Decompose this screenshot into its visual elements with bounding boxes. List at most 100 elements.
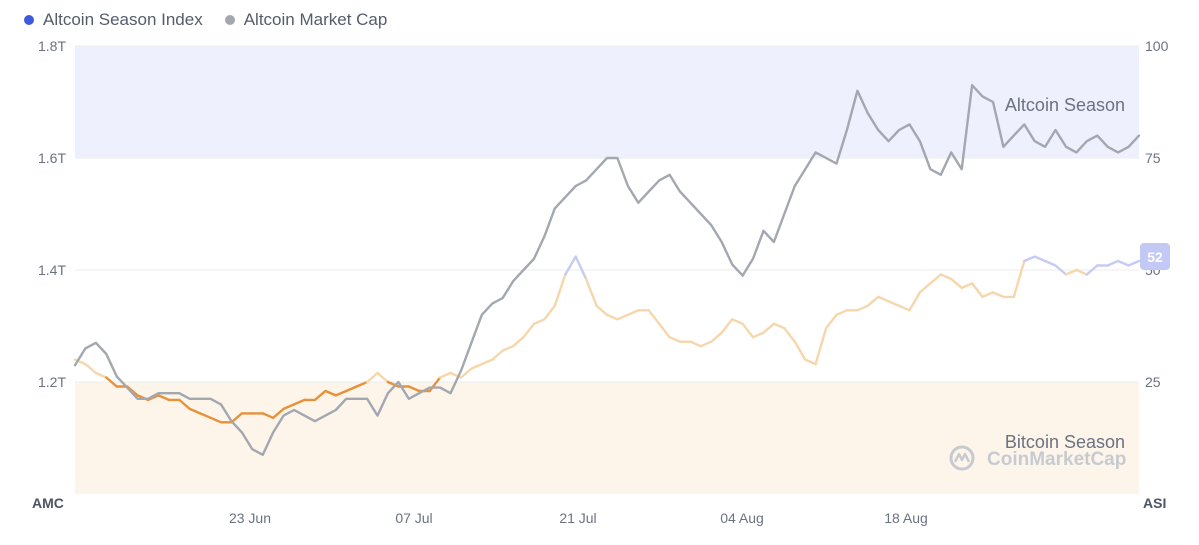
x-tick-label: 04 Aug [720,510,764,526]
asi-line-segment [960,282,974,290]
asi-line-segment [762,322,776,334]
asi-line-segment [991,291,1005,299]
legend-item-altcoin-market-cap[interactable]: Altcoin Market Cap [224,10,387,30]
asi-line-segment [282,403,296,411]
current-value-badge-text: 52 [1147,249,1163,265]
asi-line-segment [574,255,588,281]
legend-label: Altcoin Season Index [43,10,203,29]
asi-line-segment [345,385,358,393]
asi-line-segment [543,304,556,321]
asi-line-segment [272,407,285,419]
x-tick-label: 18 Aug [884,510,928,526]
asi-line-segment [731,318,744,325]
asi-line-segment [522,322,536,339]
amc-series-line [73,84,1141,456]
asi-line-segment [584,277,598,307]
zone-band-0 [75,46,1139,158]
asi-line-segment [918,282,932,294]
y-right-tick-label: 75 [1145,150,1161,166]
legend-item-altcoin-season-index[interactable]: Altcoin Season Index [24,10,203,30]
y-left-tick-label: 1.2T [38,374,66,390]
asi-line-segment [324,389,337,397]
asi-line-segment [1106,259,1120,267]
y-left-tick-label: 1.4T [38,262,66,278]
legend-dot-icon [224,15,235,25]
asi-line-segment [376,371,390,384]
x-axis: 23 Jun 07 Jul 21 Jul 04 Aug 18 Aug [229,510,928,526]
asi-line-segment [84,362,98,375]
asi-line-segment [365,371,379,384]
asi-line-segment [1023,255,1036,263]
asi-line-segment [209,416,223,424]
zone-label-altcoin-season: Altcoin Season [1005,95,1125,115]
asi-line-segment [814,327,828,366]
asi-line-segment [824,313,838,330]
asi-line-segment [616,313,630,321]
asi-line-segment [1085,264,1099,276]
asi-line-segment [313,389,327,402]
asi-line-segment [334,389,348,397]
asi-line-segment [1116,259,1130,267]
y-axis-left-title: AMC [32,495,64,511]
asi-line-segment [981,291,995,299]
asi-line-segment [105,376,118,388]
asi-line-segment [480,358,494,366]
asi-line-segment [710,331,723,343]
x-tick-label: 07 Jul [395,510,432,526]
asi-line-segment [751,331,765,339]
asi-line-segment [188,407,202,415]
asi-line-segment [292,398,306,406]
asi-line-segment [1033,255,1047,263]
x-tick-label: 21 Jul [559,510,596,526]
asi-line-segment [793,340,807,361]
asi-line-segment [699,340,713,348]
asi-line-segment [511,336,525,348]
asi-line-segment [261,412,275,419]
asi-line-segment [877,295,890,303]
asi-line-segment [595,304,609,316]
asi-line-segment [626,309,640,316]
asi-line-segment [887,300,901,307]
y-axis-left: 1.2T 1.4T 1.6T 1.8T [38,38,66,390]
asi-line-segment [407,385,421,393]
current-value-badge: 52 [1140,243,1170,270]
asi-line-segment [355,380,369,388]
asi-line-segment [459,367,473,379]
chart-legend: Altcoin Season Index Altcoin Market Cap [24,10,387,30]
asi-line-segment [939,273,953,281]
asi-line-segment [689,340,703,348]
asi-line-segment [804,358,817,366]
asi-line-segment [897,304,911,312]
asi-line-segment [668,336,682,343]
legend-dot-icon [24,15,34,25]
asi-line-segment [1127,259,1141,267]
asi-line-segment [647,309,661,325]
zone-band-1 [75,382,1139,494]
y-right-tick-label: 100 [1145,38,1169,54]
asi-line-segment [835,309,849,316]
season-zones [75,46,1139,494]
series-lines [73,84,1141,456]
asi-line-segment [157,394,171,402]
y-left-tick-label: 1.6T [38,150,66,166]
asi-line-segment [1043,259,1057,267]
asi-line-segment [532,318,546,325]
zone-label-bitcoin-season: Bitcoin Season [1005,432,1125,452]
asi-line-segment [178,398,191,411]
asi-line-segment [553,273,567,307]
asi-line-segment [856,304,869,312]
asi-line-segment [1075,268,1089,276]
asi-line-segment [929,273,942,285]
asi-line-segment [386,380,400,388]
asi-line-segment [741,322,755,339]
coinmarketcap-logo-icon [949,445,975,471]
y-left-tick-label: 1.8T [38,38,66,54]
y-right-tick-label: 25 [1145,374,1161,390]
y-axis-right-title: ASI [1143,495,1166,511]
asi-line-segment [1064,268,1078,276]
asi-line-segment [908,291,922,312]
asi-line-segment [564,255,577,276]
asi-line-segment [1012,259,1026,299]
y-axis-right: 255075100 [1145,38,1169,390]
